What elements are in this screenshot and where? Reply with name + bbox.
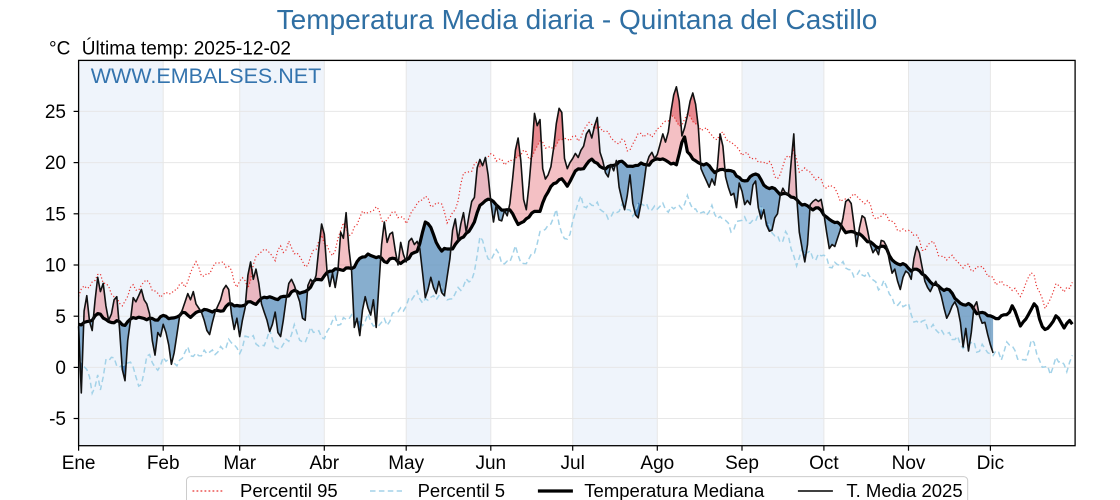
svg-text:Jun: Jun: [475, 453, 506, 474]
svg-text:Dic: Dic: [977, 453, 1004, 474]
svg-text:Sep: Sep: [725, 453, 759, 474]
svg-text:Oct: Oct: [809, 453, 839, 474]
svg-text:Mar: Mar: [223, 453, 256, 474]
svg-text:-5: -5: [49, 409, 66, 430]
svg-text:20: 20: [45, 153, 66, 174]
svg-text:T. Media 2025: T. Media 2025: [846, 480, 962, 500]
svg-text:Jul: Jul: [561, 453, 585, 474]
svg-text:Ene: Ene: [62, 453, 96, 474]
svg-text:25: 25: [45, 102, 66, 123]
svg-text:°C: °C: [49, 39, 70, 60]
svg-text:0: 0: [55, 358, 66, 379]
svg-text:Ago: Ago: [640, 453, 674, 474]
svg-text:Última temp: 2025-12-02: Última temp: 2025-12-02: [82, 38, 291, 60]
svg-text:Nov: Nov: [892, 453, 926, 474]
svg-text:Feb: Feb: [147, 453, 180, 474]
svg-text:May: May: [388, 453, 424, 474]
svg-text:Percentil 5: Percentil 5: [418, 480, 505, 500]
svg-text:15: 15: [45, 204, 66, 225]
svg-text:Abr: Abr: [310, 453, 340, 474]
svg-text:Temperatura Mediana: Temperatura Mediana: [584, 480, 765, 500]
svg-text:5: 5: [55, 307, 66, 328]
svg-text:Percentil 95: Percentil 95: [240, 480, 338, 500]
svg-text:Temperatura Media diaria - Qui: Temperatura Media diaria - Quintana del …: [277, 4, 878, 35]
svg-text:10: 10: [45, 256, 66, 277]
svg-text:WWW.EMBALSES.NET: WWW.EMBALSES.NET: [91, 64, 322, 88]
